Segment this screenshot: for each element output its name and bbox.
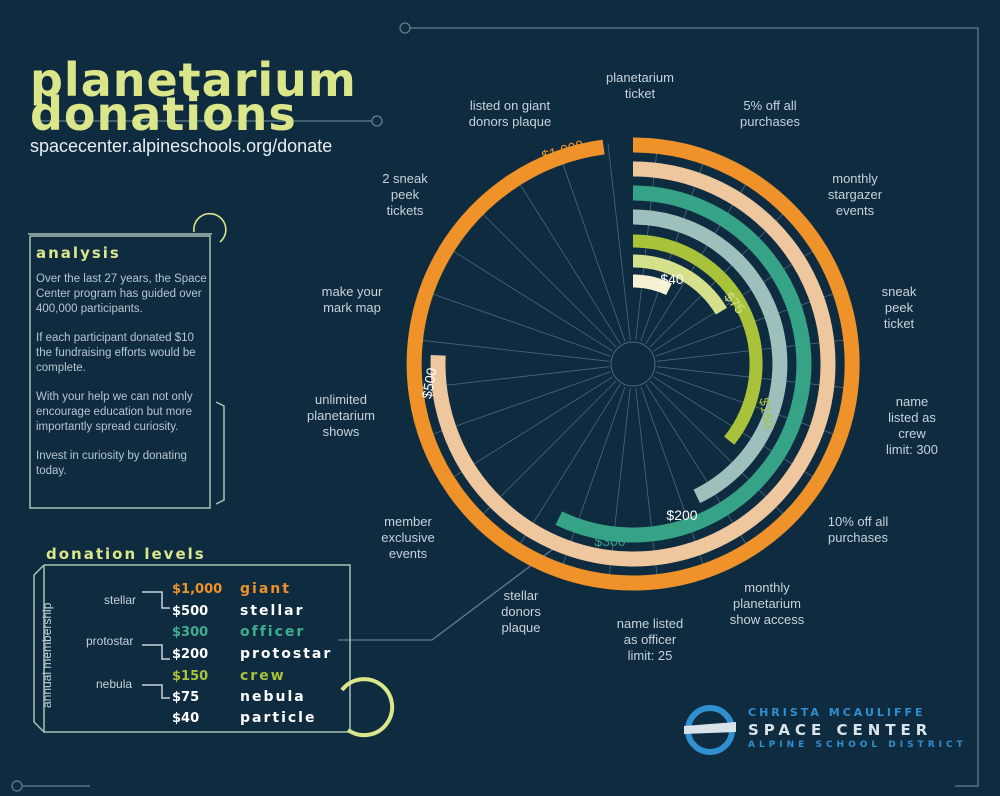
category-label: as officer [624,632,677,647]
category-label: make your [322,284,383,299]
level-name: particle [240,710,317,726]
category-label: donors [501,604,541,619]
level-amount: $1,000 [172,582,223,597]
category-label: tickets [387,203,424,218]
value-label: $200 [666,507,697,523]
level-name: stellar [240,603,305,619]
category-label: member [384,514,432,529]
level-amount: $75 [172,690,200,705]
arc-5 [430,161,836,567]
category-label: sneak [882,284,917,299]
grid-spoke [514,175,621,344]
value-label: $500 [418,366,439,400]
category-label: purchases [740,114,800,129]
category-label: shows [323,424,360,439]
grid-spoke [423,290,611,357]
analysis-paragraph: With your help we can not only encourage… [36,391,193,433]
analysis-heading: analysis [36,244,121,262]
category-label: 2 sneak [382,171,428,186]
level-name: giant [240,581,291,597]
arc-6 [406,137,860,591]
page-title-line2: donations [30,87,297,141]
logo-line1: CHRISTA MCAULIFFE [748,706,926,719]
category-label: crew [898,426,926,441]
category-label: 5% off all [743,98,796,113]
level-name: nebula [240,689,306,705]
category-label: limit: 25 [628,648,673,663]
category-label: stargazer [828,187,883,202]
category-label: ticket [884,316,915,331]
category-label: planetarium [307,408,375,423]
page-title-line1: planetarium [30,53,357,107]
category-label: monthly [744,580,790,595]
category-label: exclusive [381,530,434,545]
category-label: mark map [323,300,381,315]
chart-hub [610,341,656,387]
arc-1 [632,254,727,315]
grid-spoke [444,245,613,352]
category-label: stellar [504,588,539,603]
category-label: listed as [888,410,936,425]
category-label: plaque [501,620,540,635]
group-protostar: protostar [86,634,134,648]
level-name: crew [240,668,286,684]
level-amount: $300 [172,625,209,640]
arc-4 [555,185,812,543]
analysis-paragraph: Invest in curiosity by donating today. [36,450,187,477]
category-label: show access [730,612,805,627]
group-nebula: nebula [96,677,133,691]
logo-line3: ALPINE SCHOOL DISTRICT [748,740,967,750]
value-label: $300 [594,533,625,549]
level-name: officer [240,624,306,640]
level-amount: $150 [172,669,209,684]
category-label: unlimited [315,392,367,407]
category-label: peek [885,300,914,315]
analysis-paragraph: If each participant donated $10 the fund… [36,332,196,374]
donate-url[interactable]: spacecenter.alpineschools.org/donate [30,136,333,156]
space-center-logo-icon [684,705,736,755]
category-label: peek [391,187,420,202]
value-label: $40 [660,271,684,287]
category-label: name [896,394,929,409]
grid-spoke [559,154,626,342]
category-label: monthly [832,171,878,186]
category-label: donors plaque [469,114,551,129]
category-label: events [389,546,428,561]
level-name: protostar [240,646,333,662]
arc-2 [632,234,763,445]
category-label: planetarium [733,596,801,611]
analysis-paragraph: Over the last 27 years, the Space Center… [36,273,207,315]
grid-spoke [475,206,617,348]
category-label: planetarium [606,70,674,85]
analysis-panel-frame [28,212,227,509]
analysis-text: Over the last 27 years, the Space Center… [36,272,208,493]
category-label: limit: 300 [886,442,938,457]
arc-3 [632,209,788,504]
category-label: listed on giant [470,98,551,113]
arc-0 [632,274,672,296]
category-label: ticket [625,86,656,101]
level-amount: $200 [172,647,209,662]
category-label: name listed [617,616,683,631]
grid-spoke [607,143,631,341]
grid-spoke [412,338,610,362]
value-label: $150 [756,396,777,430]
levels-panel-frame [33,564,395,738]
level-amount: $40 [172,711,200,726]
category-label: purchases [828,530,888,545]
logo-line2: SPACE CENTER [748,721,933,739]
level-amount: $500 [172,604,209,619]
levels-heading: donation levels [46,545,206,563]
category-label: 10% off all [828,514,889,529]
group-stellar: stellar [104,593,137,607]
category-label: events [836,203,875,218]
